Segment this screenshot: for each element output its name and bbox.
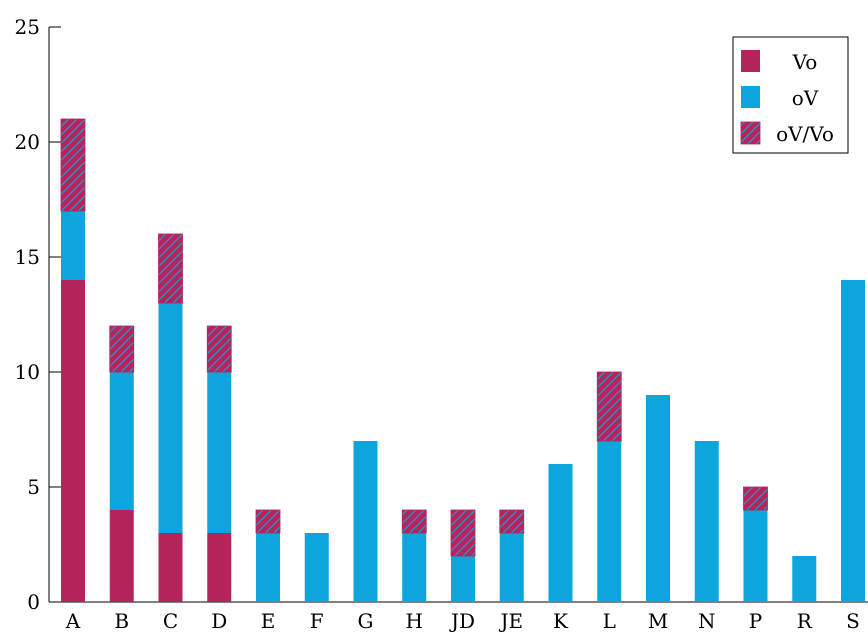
bar-segment-ov-vo-b [109,325,135,373]
bar-segment-ov-vo-e [255,509,281,534]
bar-segment-ov-vo-l [596,371,622,442]
tick-labels: 0 5 10 15 20 25 A B C D E F G H JD JE K L M N P R S [15,15,860,633]
bar-segment-ov-vo-h [401,509,427,534]
bar-segment-ov-vo-p [743,486,768,511]
bar-segment-vo-a [61,280,85,602]
x-tick-label: B [114,609,129,633]
legend-label-3: oV/Vo [776,122,834,146]
bar-segment-ov-vo-c [158,233,183,304]
y-tick-label: 5 [27,475,40,499]
x-tick-label: C [163,609,178,633]
x-tick-label: H [406,609,423,633]
bar-segment-ov-vo-a [60,118,86,212]
x-tick-label: E [261,609,276,633]
x-tick-label: F [310,609,324,633]
legend-label-2: oV [792,86,819,110]
bar-segment-ov-r [792,556,817,602]
y-tick-label: 25 [15,15,40,39]
x-tick-label: N [698,609,716,633]
bar-segment-ov-d [207,372,232,533]
bar-segment-ov-f [304,533,329,602]
x-tick-label: D [211,609,227,633]
x-tick-label: JE [498,609,523,633]
y-tick-label: 10 [15,360,40,384]
y-tick-label: 15 [15,245,40,269]
bar-segment-ov-n [694,441,719,602]
x-tick-label: M [648,609,668,633]
y-tick-label: 20 [15,130,40,154]
bar-segment-ov-vo-jd [450,509,476,557]
x-tick-label: S [846,609,860,633]
bar-segment-vo-d [207,533,232,602]
x-tick-label: L [603,609,616,633]
legend-swatch-3 [740,121,761,145]
bars [60,118,865,602]
bar-segment-ov-je [499,533,524,602]
bar-segment-ov-g [353,441,378,602]
bar-segment-ov-e [256,533,280,602]
x-tick-label: P [749,609,762,633]
bar-segment-ov-b [109,372,134,510]
bar-segment-ov-a [61,211,85,280]
bar-segment-ov-vo-je [499,509,525,534]
bar-segment-ov-m [646,395,670,602]
bar-segment-ov-jd [451,556,475,602]
legend-swatch-1 [741,50,760,72]
bar-segment-vo-b [109,510,134,602]
legend-label-1: Vo [792,50,818,74]
x-tick-label: R [797,609,813,633]
bar-segment-ov-h [402,533,427,602]
y-tick-label: 0 [27,590,40,614]
legend-swatch-2 [741,86,760,108]
bar-segment-vo-c [158,533,183,602]
legend: Vo oV oV/Vo [732,36,849,154]
bar-segment-ov-c [158,303,183,533]
bar-segment-ov-l [597,441,622,602]
x-tick-label: JD [449,609,475,633]
bar-segment-ov-s [841,280,865,602]
bar-segment-ov-k [548,464,573,602]
bar-segment-ov-vo-d [206,325,232,373]
bar-segment-ov-p [743,510,768,602]
x-tick-label: A [65,609,81,633]
x-tick-label: K [553,609,569,633]
x-tick-label: G [358,609,374,633]
